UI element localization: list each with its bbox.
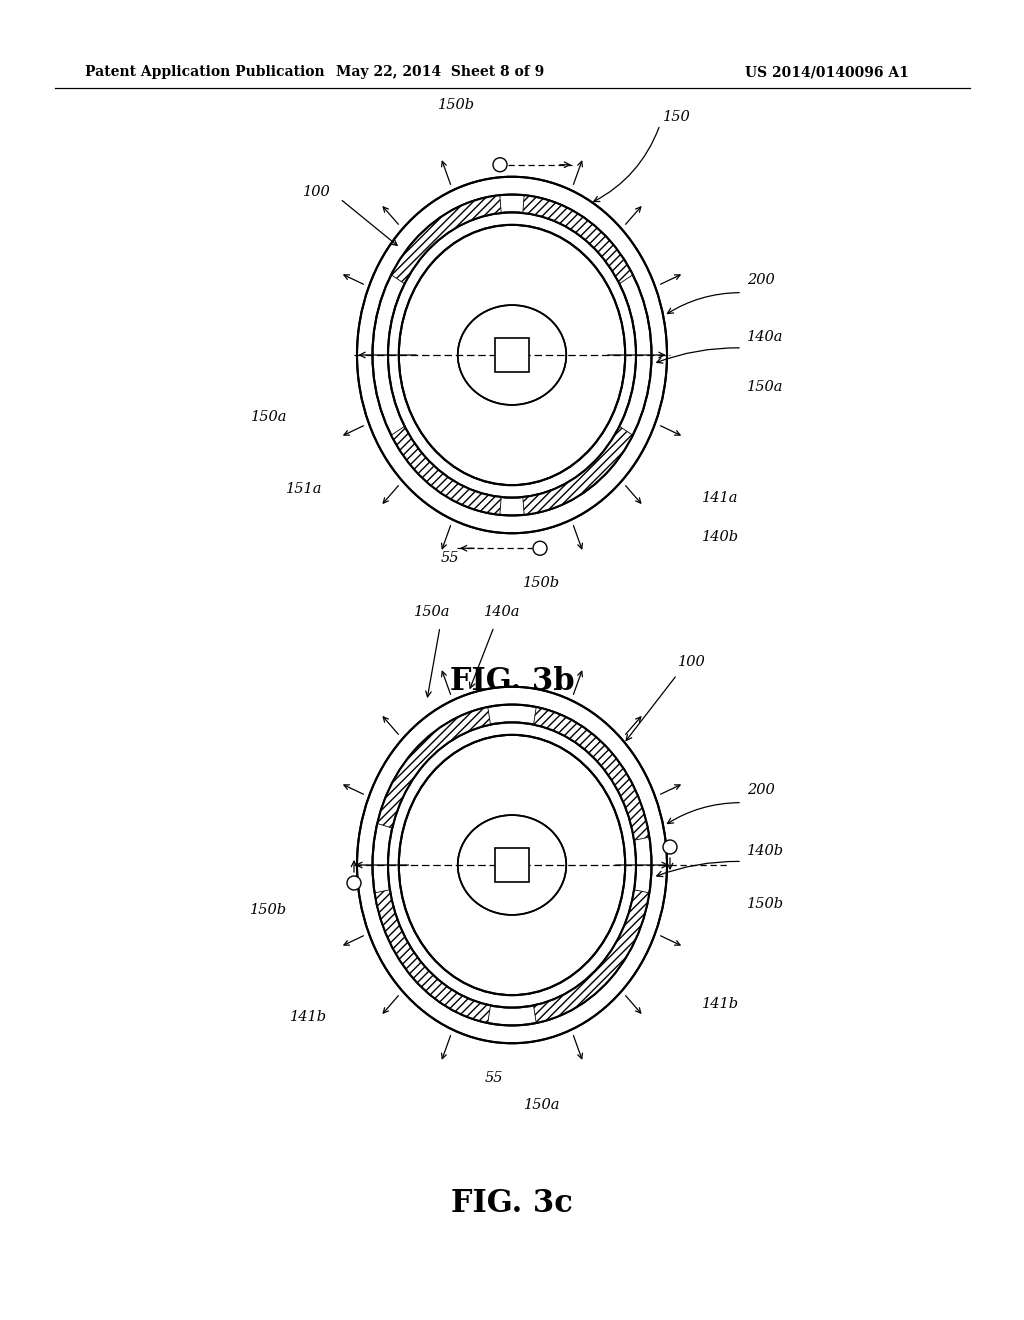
Text: US 2014/0140096 A1: US 2014/0140096 A1 xyxy=(745,65,909,79)
Ellipse shape xyxy=(373,705,651,1026)
Text: 141b: 141b xyxy=(290,1010,327,1023)
Text: 150b: 150b xyxy=(250,903,287,916)
Text: Patent Application Publication: Patent Application Publication xyxy=(85,65,325,79)
Text: 141a: 141a xyxy=(702,491,738,504)
Ellipse shape xyxy=(399,735,625,995)
Ellipse shape xyxy=(373,194,651,515)
Bar xyxy=(495,847,529,882)
Text: 140b: 140b xyxy=(702,529,739,544)
Text: 200: 200 xyxy=(746,273,775,288)
Ellipse shape xyxy=(458,814,566,915)
Text: 150a: 150a xyxy=(414,605,451,619)
Text: 150a: 150a xyxy=(746,380,783,395)
Text: 140a: 140a xyxy=(483,605,520,619)
Ellipse shape xyxy=(388,722,636,1007)
Text: FIG. 3b: FIG. 3b xyxy=(450,665,574,697)
Polygon shape xyxy=(534,890,649,1023)
Text: 141b: 141b xyxy=(702,997,739,1011)
Text: May 22, 2014  Sheet 8 of 9: May 22, 2014 Sheet 8 of 9 xyxy=(336,65,544,79)
Text: 140b: 140b xyxy=(746,843,784,858)
Ellipse shape xyxy=(357,177,667,533)
Text: 55: 55 xyxy=(484,1072,503,1085)
Text: 150a: 150a xyxy=(523,1098,560,1113)
Circle shape xyxy=(663,840,677,854)
Polygon shape xyxy=(391,426,501,515)
Text: FIG. 3c: FIG. 3c xyxy=(451,1188,573,1218)
Text: 150b: 150b xyxy=(523,577,560,590)
Text: 55: 55 xyxy=(440,552,459,565)
Text: 140a: 140a xyxy=(746,330,783,345)
Ellipse shape xyxy=(458,305,566,405)
Polygon shape xyxy=(523,426,633,515)
Text: 150b: 150b xyxy=(746,898,784,911)
Ellipse shape xyxy=(388,213,636,498)
Circle shape xyxy=(493,158,507,172)
Polygon shape xyxy=(375,890,490,1023)
Text: 100: 100 xyxy=(303,185,331,199)
Ellipse shape xyxy=(357,686,667,1043)
Polygon shape xyxy=(377,708,490,828)
Text: 151a: 151a xyxy=(286,482,322,496)
Circle shape xyxy=(347,876,361,890)
Text: 150a: 150a xyxy=(251,411,287,425)
Text: 150: 150 xyxy=(664,110,691,124)
Text: 150b: 150b xyxy=(438,98,475,112)
Polygon shape xyxy=(391,195,501,284)
Circle shape xyxy=(534,541,547,556)
Text: 100: 100 xyxy=(678,655,706,669)
Polygon shape xyxy=(523,195,633,284)
Bar xyxy=(495,338,529,372)
Ellipse shape xyxy=(399,224,625,486)
Polygon shape xyxy=(534,708,649,841)
Text: 200: 200 xyxy=(746,783,775,797)
